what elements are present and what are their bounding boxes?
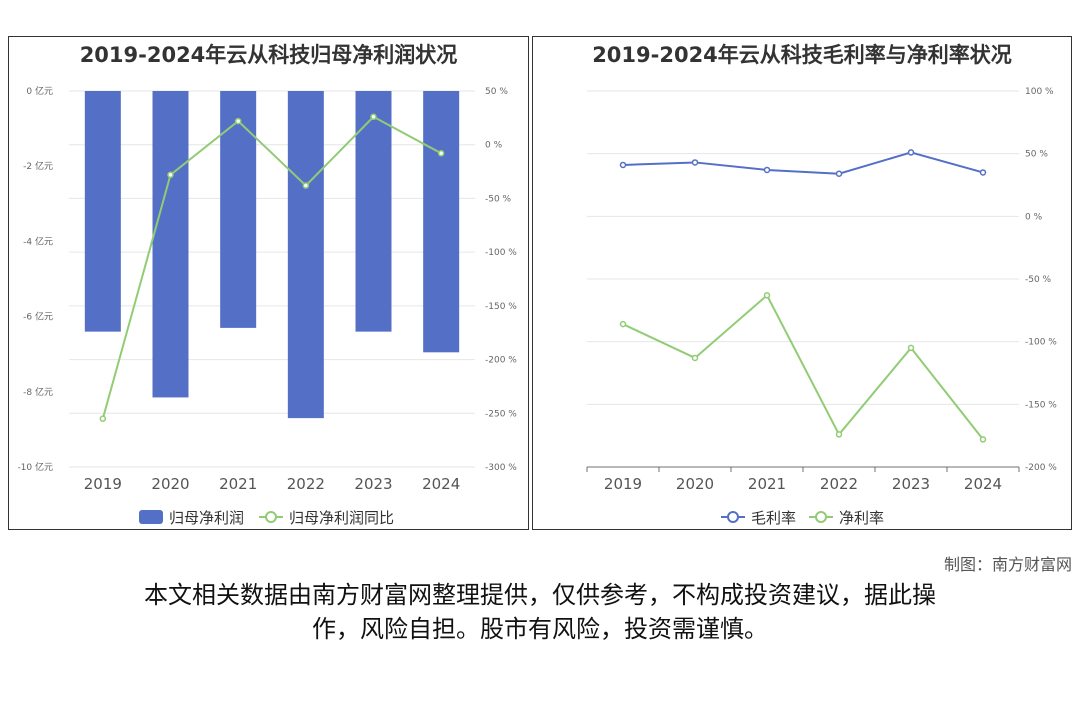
y-right-tick-label: -50 % <box>485 194 512 204</box>
y-right-tick-label: -250 % <box>485 409 517 419</box>
y-right-tick-label: -300 % <box>485 463 517 473</box>
x-tick-label: 2022 <box>287 475 325 493</box>
disclaimer-line-2: 作，风险自担。股市有风险，投资需谨慎。 <box>312 615 768 643</box>
y-right-tick-label: 0 % <box>485 141 503 151</box>
left-chart-title: 2019-2024年云从科技归母净利润状况 <box>79 43 458 67</box>
right-chart-panel: 2019-2024年云从科技毛利率与净利率状况 100 % 50 % 0 % -50 … <box>532 36 1072 530</box>
x-tick-label: 2019 <box>604 475 642 493</box>
x-tick-label: 2021 <box>219 475 257 493</box>
gross-margin-point <box>835 170 843 177</box>
yoy-point <box>437 150 445 157</box>
x-tick-label: 2023 <box>354 475 392 493</box>
x-tick-label: 2024 <box>964 475 1002 493</box>
y-right-tick-label: 50 % <box>485 87 508 97</box>
net-margin-point <box>619 320 627 328</box>
y-tick-label: -100 % <box>1025 338 1057 348</box>
x-tick-label: 2020 <box>676 475 714 493</box>
yoy-point <box>99 415 107 422</box>
y-left-tick-label: -2 亿元 <box>23 160 53 172</box>
legend-line-marker <box>265 511 277 523</box>
yoy-point <box>167 171 174 179</box>
y-right-tick-label: -100 % <box>485 248 517 258</box>
disclaimer-line-1: 本文相关数据由南方财富网整理提供，仅供参考，不构成投资建议，据此操 <box>144 581 936 609</box>
y-tick-label: 50 % <box>1025 150 1048 160</box>
legend-bar-label: 归母净利润 <box>169 509 244 527</box>
y-tick-label: -50 % <box>1025 275 1052 285</box>
y-right-tick-label: -200 % <box>485 356 517 366</box>
left-chart-panel: 2019-2024年云从科技归母净利润状况 50 % 0 % -50 % -100 %… <box>8 36 529 530</box>
bar <box>152 91 189 398</box>
margin-chart: 100 % 50 % 0 % -50 % -100 % -150 % -200 % 2019 2… <box>586 87 1057 527</box>
gross-margin-point <box>763 166 771 174</box>
legend-net-marker <box>815 511 827 523</box>
chart-credit: 制图：南方财富网 <box>943 555 1072 574</box>
x-tick-label: 2023 <box>892 475 930 493</box>
yoy-point <box>370 113 377 121</box>
right-chart-title: 2019-2024年云从科技毛利率与净利率状况 <box>592 43 1012 67</box>
net-margin-point <box>763 292 771 299</box>
legend-gross-label: 毛利率 <box>751 509 796 527</box>
y-left-tick-label: -6 亿元 <box>23 311 53 323</box>
yoy-point <box>302 182 310 189</box>
gross-margin-point <box>691 159 699 166</box>
legend-line-label: 归母净利润同比 <box>289 509 394 527</box>
yoy-line <box>101 115 442 419</box>
gross-margin-point <box>907 149 915 156</box>
x-tick-label: 2019 <box>84 475 122 493</box>
net-margin-point <box>907 344 915 352</box>
legend-gross-marker <box>727 511 739 523</box>
y-left-tick-label: 0 亿元 <box>26 85 53 97</box>
bar <box>287 91 324 419</box>
legend-bar-swatch <box>139 510 163 524</box>
disclaimer: 本文相关数据由南方财富网整理提供，仅供参考，不构成投资建议，据此操 作，风险自担… <box>80 578 1000 646</box>
x-tick-label: 2020 <box>151 475 189 493</box>
net-margin-point <box>835 431 843 438</box>
net-margin-line <box>622 293 984 441</box>
yoy-point <box>234 117 242 125</box>
x-tick-label: 2024 <box>422 475 460 493</box>
legend-net-label: 净利率 <box>839 509 884 527</box>
x-tick-label: 2021 <box>748 475 786 493</box>
bar <box>84 91 121 332</box>
y-tick-label: 0 % <box>1025 212 1043 222</box>
y-tick-label: -150 % <box>1025 400 1057 410</box>
net-margin-point <box>691 354 699 362</box>
y-left-tick-label: -4 亿元 <box>23 235 53 247</box>
y-left-tick-label: -8 亿元 <box>23 386 53 398</box>
gross-margin-point <box>619 161 627 169</box>
net-margin-point <box>979 436 987 443</box>
y-left-tick-label: -10 亿元 <box>17 461 53 473</box>
bar <box>355 91 392 332</box>
y-right-tick-label: -150 % <box>485 302 517 312</box>
y-tick-label: -200 % <box>1025 463 1057 473</box>
gross-margin-point <box>979 169 987 176</box>
y-tick-label: 100 % <box>1025 87 1054 97</box>
x-tick-label: 2022 <box>820 475 858 493</box>
net-profit-chart: 50 % 0 % -50 % -100 % -150 % -200 % -250 % -300… <box>17 85 517 527</box>
bar <box>423 91 460 353</box>
gross-margin-line <box>622 151 984 175</box>
bar <box>220 91 257 328</box>
